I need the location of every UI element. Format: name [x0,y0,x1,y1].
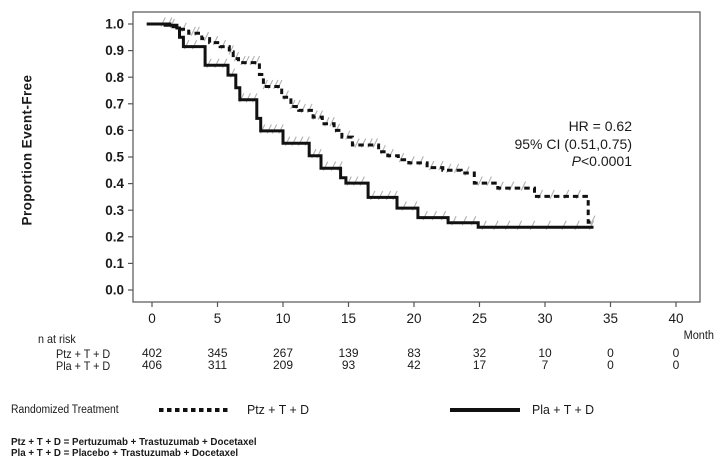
risk-count: 83 [407,346,421,360]
censor-tick [228,45,234,55]
km-plot-canvas: 1.0 0.9 0.8 0.7 0.6 0.5 0.4 0.3 0.2 0.1 0.0 0 5 10 15 2… [105,11,701,372]
risk-count: 406 [142,358,162,372]
risk-count: 32 [473,346,487,360]
censor-tick [345,130,351,140]
stats-annotation: HR = 0.62 95% CI (0.51,0.75) P<0.0001 [514,118,632,171]
censor-tick [477,176,483,186]
y-axis-tick-label: 0.7 [105,96,124,111]
risk-count: 0 [607,346,614,360]
risk-count: 93 [342,358,356,372]
footnotes: Ptz + T + D = Pertuzumab + Trastuzumab +… [11,437,257,458]
y-axis-tick-label: 0.5 [105,150,124,165]
legend-solid-line-swatch [450,408,520,412]
risk-count: 345 [207,346,227,360]
y-axis-tick-label: 0.8 [105,70,124,85]
risk-count: 209 [273,358,293,372]
censor-tick [590,215,596,225]
x-axis-tick-label: 30 [537,311,552,326]
x-axis-tick-label: 15 [341,311,356,326]
censor-tick [203,31,210,42]
risk-table-title: n at risk [38,332,76,346]
x-axis-tick-label: 5 [214,311,222,326]
censor-tick [520,181,527,191]
footnote-ptz: Ptz + T + D = Pertuzumab + Trastuzumab +… [11,436,257,448]
y-axis-tick-label: 0.9 [105,43,124,58]
censor-tick [549,189,555,200]
risk-count: 402 [142,346,162,360]
y-axis-tick-label: 0.6 [105,123,124,138]
y-axis-tick-label: 1.0 [105,17,124,32]
km-curve-ptz [146,22,594,224]
censor-tick [329,117,335,127]
y-axis-tick-label: 0.4 [105,176,124,191]
censor-tick [262,79,268,90]
x-axis-tick-label: 10 [275,311,290,326]
risk-count: 0 [673,358,680,372]
legend-dashed-line-swatch [159,408,231,412]
y-axis-tick-label: 0.1 [105,256,124,271]
y-axis-tick-label: 0.2 [105,229,124,244]
censor-tick [398,152,405,163]
x-axis-tick-label: 35 [603,311,618,326]
x-axis-title: Month [683,330,714,342]
risk-count: 0 [607,358,614,372]
risk-count: 17 [473,358,487,372]
censor-tick [438,160,444,171]
risk-count: 10 [538,346,552,360]
risk-count: 0 [673,346,680,360]
ci-value: 95% CI (0.51,0.75) [514,135,632,152]
km-curve-pla [146,22,594,229]
censor-tick [233,51,240,62]
legend-label-ptz: Ptz + T + D [247,402,310,417]
x-axis-tick-label: 40 [668,311,683,326]
risk-row-label-pla: Pla + T + D [56,359,111,373]
censor-tick [453,163,460,174]
censor-tick [486,176,492,186]
x-axis-tick-label: 25 [472,311,487,326]
hr-value: HR = 0.62 [568,118,632,134]
risk-count: 7 [542,358,549,372]
risk-count: 267 [273,346,293,360]
x-axis: 0 5 10 15 20 25 30 35 40 [148,302,684,326]
risk-count: 139 [338,346,358,360]
censor-tick [372,138,378,148]
footnote-pla: Pla + T + D = Placebo + Trastuzumab + Do… [11,446,239,459]
x-axis-tick-label: 0 [148,311,156,326]
y-axis-tick-label: 0.0 [105,283,124,298]
y-axis-tick-label: 0.3 [105,203,124,218]
censor-tick [317,110,323,120]
risk-count: 42 [407,358,421,372]
y-axis-title: Proportion Event-Free [19,74,35,226]
censor-tick [290,99,296,110]
censor-tick [354,138,360,148]
risk-row-label-ptz: Ptz + T + D [56,347,111,361]
censor-tick [190,26,196,37]
risk-count: 311 [208,358,227,372]
p-value: P<0.0001 [571,153,632,169]
censor-tick [429,160,435,171]
legend-label-pla: Pla + T + D [532,402,595,417]
y-axis: 1.0 0.9 0.8 0.7 0.6 0.5 0.4 0.3 0.2 0.1 0.0 [105,17,133,298]
x-axis-tick-label: 20 [406,311,421,326]
legend-title: Randomized Treatment [11,404,119,416]
